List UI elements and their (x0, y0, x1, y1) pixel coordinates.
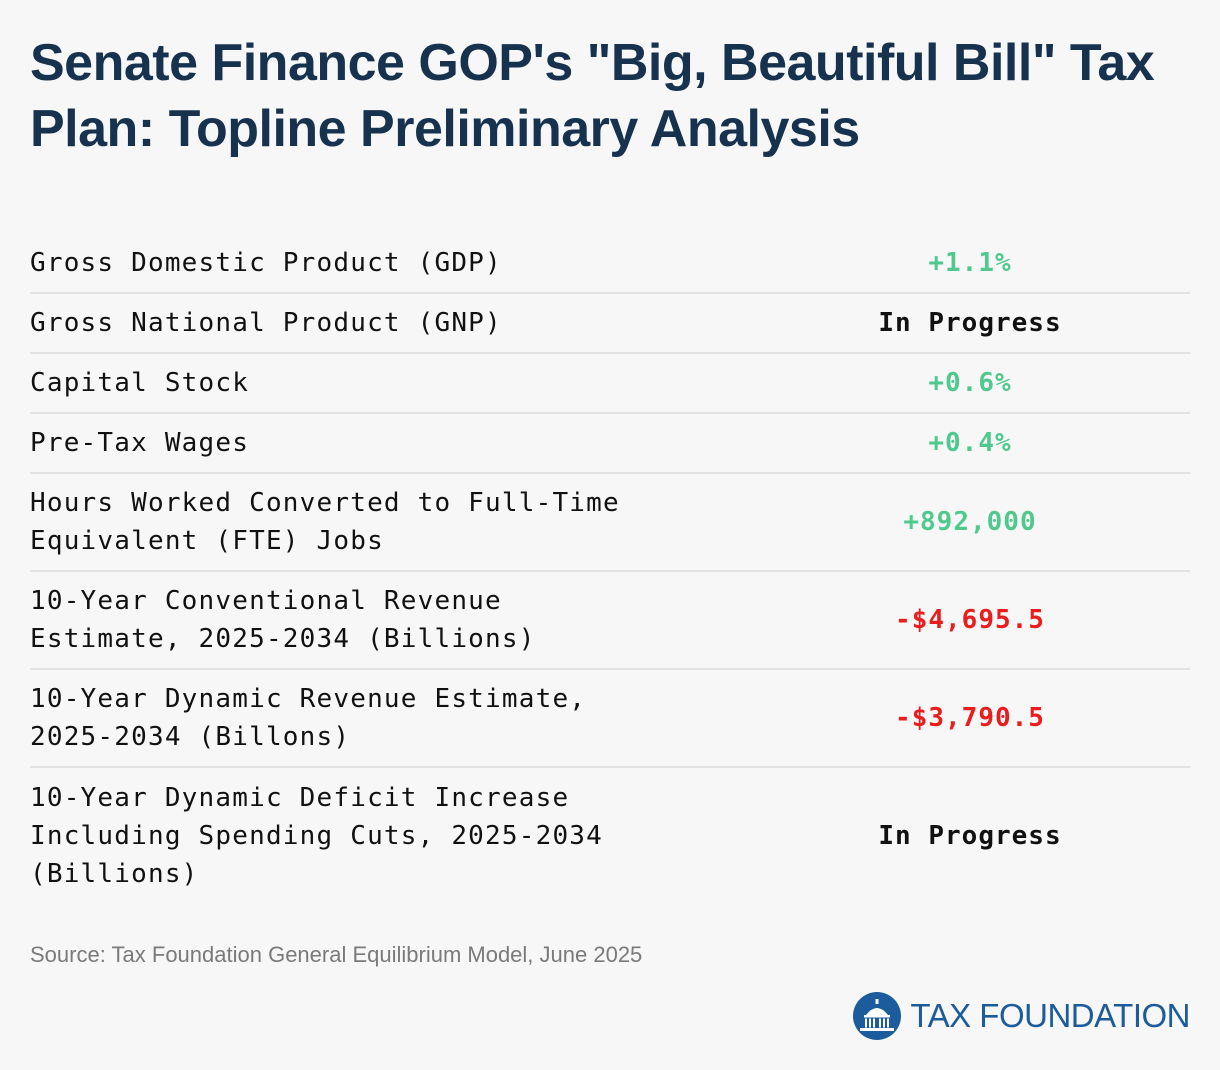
table-row: Pre-Tax Wages +0.4% (30, 414, 1190, 474)
table-row: 10-Year Dynamic Revenue Estimate, 2025-2… (30, 670, 1190, 768)
row-label: Pre-Tax Wages (30, 428, 250, 458)
source-note: Source: Tax Foundation General Equilibri… (30, 942, 643, 967)
row-label: 10-Year Conventional Revenue Estimate, 2… (30, 586, 536, 654)
table-row: Capital Stock +0.6% (30, 354, 1190, 414)
row-label: 10-Year Dynamic Deficit Increase Includi… (30, 783, 604, 889)
row-label: Hours Worked Converted to Full-Time Equi… (30, 488, 620, 556)
page-title: Senate Finance GOP's "Big, Beautiful Bil… (30, 34, 1155, 158)
table-row: 10-Year Dynamic Deficit Increase Includi… (30, 768, 1190, 904)
capitol-dome-icon (853, 992, 902, 1040)
table-row: Gross Domestic Product (GDP) +1.1% (30, 234, 1190, 294)
row-value: In Progress (878, 308, 1062, 338)
row-value: +0.6% (928, 368, 1012, 398)
table-row: Gross National Product (GNP) In Progress (30, 294, 1190, 354)
row-label: Capital Stock (30, 368, 250, 398)
tax-foundation-logo: TAX FOUNDATION (852, 990, 1190, 1042)
table-row: 10-Year Conventional Revenue Estimate, 2… (30, 572, 1190, 670)
row-label: 10-Year Dynamic Revenue Estimate, 2025-2… (30, 684, 587, 752)
row-label: Gross National Product (GNP) (30, 308, 502, 338)
row-value: -$3,790.5 (895, 703, 1045, 733)
row-value: In Progress (878, 821, 1062, 851)
logo-text: TAX FOUNDATION (910, 997, 1190, 1034)
results-table: Gross Domestic Product (GDP) +1.1% Gross… (30, 234, 1190, 904)
row-value: -$4,695.5 (895, 605, 1045, 635)
table-row: Hours Worked Converted to Full-Time Equi… (30, 474, 1190, 572)
row-value: +0.4% (928, 428, 1012, 458)
row-value: +1.1% (928, 248, 1012, 278)
row-value: +892,000 (903, 507, 1037, 537)
row-label: Gross Domestic Product (GDP) (30, 248, 502, 278)
